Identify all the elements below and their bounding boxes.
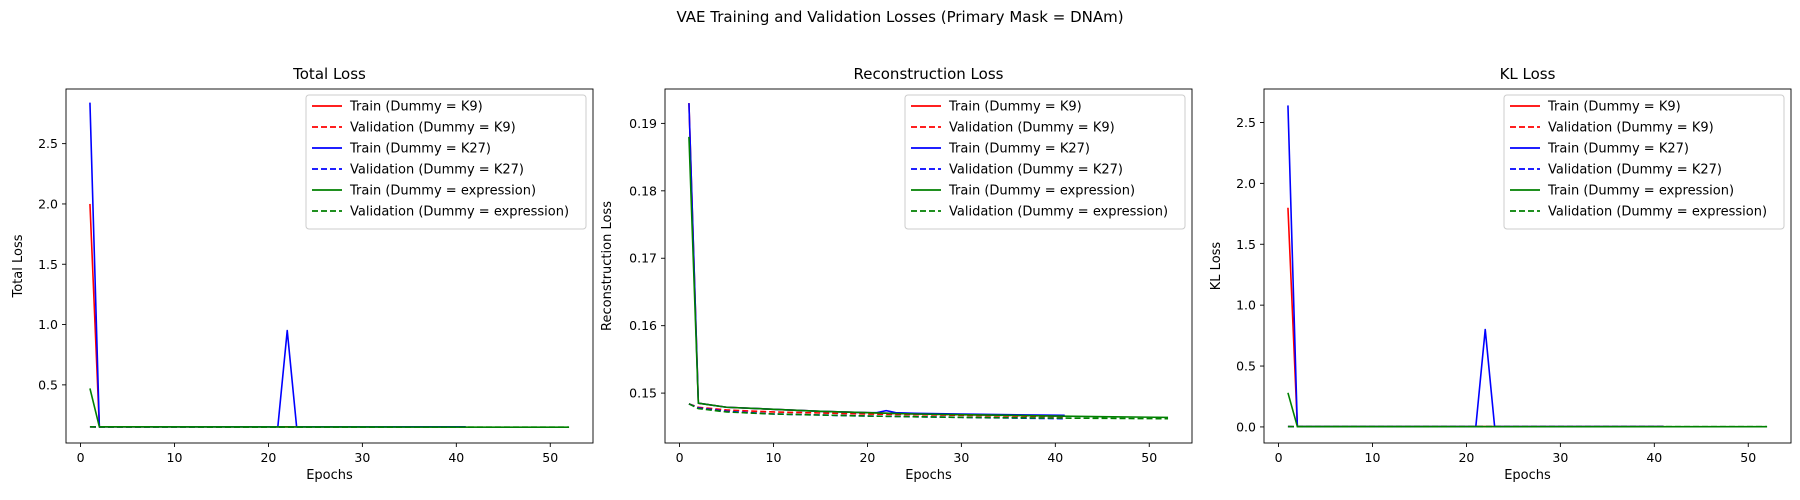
series-line: [1287, 207, 1664, 428]
x-tick-label: 20: [1458, 450, 1474, 465]
subplot-title: Reconstruction Loss: [854, 65, 1004, 83]
legend-label: Train (Dummy = K9): [349, 100, 483, 115]
legend-label: Train (Dummy = K9): [948, 100, 1082, 115]
y-axis-label: KL Loss: [1209, 242, 1224, 291]
legend-label: Train (Dummy = K27): [1547, 142, 1689, 157]
subplot-title: Total Loss: [292, 65, 366, 83]
x-tick-label: 50: [1740, 450, 1756, 465]
x-axis-label: Epochs: [1504, 468, 1551, 483]
legend-label: Validation (Dummy = K9): [949, 121, 1115, 136]
axes-frame: [65, 88, 594, 444]
legend-label: Train (Dummy = expression): [1547, 184, 1734, 199]
y-tick-label: 1.5: [1236, 237, 1256, 252]
y-tick-label: 0.16: [629, 318, 657, 333]
x-tick-label: 40: [1047, 450, 1063, 465]
legend-frame: [1503, 94, 1785, 230]
x-tick-label: 0: [77, 450, 85, 465]
legend-frame: [904, 94, 1186, 230]
series-line: [688, 136, 1169, 419]
subplot-title: KL Loss: [1500, 65, 1556, 83]
x-tick-label: 40: [448, 450, 464, 465]
y-tick-label: 2.5: [38, 136, 58, 151]
y-tick-label: 0.15: [629, 386, 657, 401]
legend-label: Train (Dummy = K27): [349, 142, 491, 157]
legend-label: Train (Dummy = expression): [349, 184, 536, 199]
y-tick-label: 2.0: [1236, 176, 1256, 191]
legend: Train (Dummy = K9) Validation (Dummy = K9…: [1503, 94, 1785, 230]
legend-label: Train (Dummy = expression): [948, 184, 1135, 199]
legend-label: Validation (Dummy = expression): [1548, 205, 1767, 220]
y-tick-label: 0.5: [38, 377, 58, 392]
legend-label: Validation (Dummy = K27): [350, 163, 524, 178]
series-line: [1287, 392, 1768, 428]
x-tick-label: 10: [1365, 450, 1381, 465]
y-tick-label: 1.0: [38, 317, 58, 332]
x-tick-label: 20: [859, 450, 875, 465]
legend-label: Validation (Dummy = expression): [350, 205, 569, 220]
y-tick-label: 0.19: [629, 116, 657, 131]
y-axis-label: Total Loss: [11, 234, 26, 298]
y-tick-label: 0.0: [1236, 419, 1256, 434]
subplot-1: Total Loss 0 10 20 30 40 50 0.5 1.0 1.5 2.0 2.5 Epoc…: [11, 65, 594, 483]
legend-label: Validation (Dummy = K27): [949, 163, 1123, 178]
y-tick-label: 0.18: [629, 183, 657, 198]
x-tick-label: 30: [1552, 450, 1568, 465]
legend-label: Validation (Dummy = K9): [350, 121, 516, 136]
x-axis-label: Epochs: [306, 468, 353, 483]
x-tick-label: 20: [260, 450, 276, 465]
x-tick-label: 0: [676, 450, 684, 465]
series-lines: [89, 102, 570, 429]
x-tick-label: 0: [1275, 450, 1283, 465]
y-tick-label: 1.0: [1236, 298, 1256, 313]
figure-suptitle: VAE Training and Validation Losses (Prim…: [676, 8, 1123, 26]
legend-label: Validation (Dummy = K9): [1548, 121, 1714, 136]
series-line: [89, 203, 466, 428]
y-tick-label: 1.5: [38, 257, 58, 272]
y-tick-label: 2.5: [1236, 115, 1256, 130]
x-tick-label: 30: [354, 450, 370, 465]
subplot-3: KL Loss 0 10 20 30 40 50 0.0 0.5 1.0 1.5 2.0 2.5 Epoc…: [1209, 65, 1792, 483]
x-axis-label: Epochs: [905, 468, 952, 483]
x-tick-label: 50: [542, 450, 558, 465]
x-tick-label: 10: [766, 450, 782, 465]
legend-frame: [305, 94, 587, 230]
axes-frame: [664, 88, 1193, 444]
series-line: [89, 388, 570, 429]
legend-label: Validation (Dummy = expression): [949, 205, 1168, 220]
x-tick-label: 40: [1646, 450, 1662, 465]
y-tick-label: 2.0: [38, 196, 58, 211]
y-tick-label: 0.17: [629, 251, 657, 266]
y-tick-label: 0.5: [1236, 359, 1256, 374]
series-line: [688, 403, 1169, 420]
legend-label: Train (Dummy = K9): [1547, 100, 1681, 115]
axes-frame: [1263, 88, 1792, 444]
x-tick-label: 10: [167, 450, 183, 465]
legend: Train (Dummy = K9) Validation (Dummy = K9…: [904, 94, 1186, 230]
y-axis-label: Reconstruction Loss: [600, 201, 615, 331]
series-lines: [1287, 105, 1768, 428]
x-tick-label: 50: [1141, 450, 1157, 465]
series-lines: [688, 103, 1169, 420]
subplot-2: Reconstruction Loss 0 10 20 30 40 50 0.15 0.16 0.…: [600, 65, 1193, 483]
legend: Train (Dummy = K9) Validation (Dummy = K9…: [305, 94, 587, 230]
legend-label: Validation (Dummy = K27): [1548, 163, 1722, 178]
x-tick-label: 30: [953, 450, 969, 465]
legend-label: Train (Dummy = K27): [948, 142, 1090, 157]
